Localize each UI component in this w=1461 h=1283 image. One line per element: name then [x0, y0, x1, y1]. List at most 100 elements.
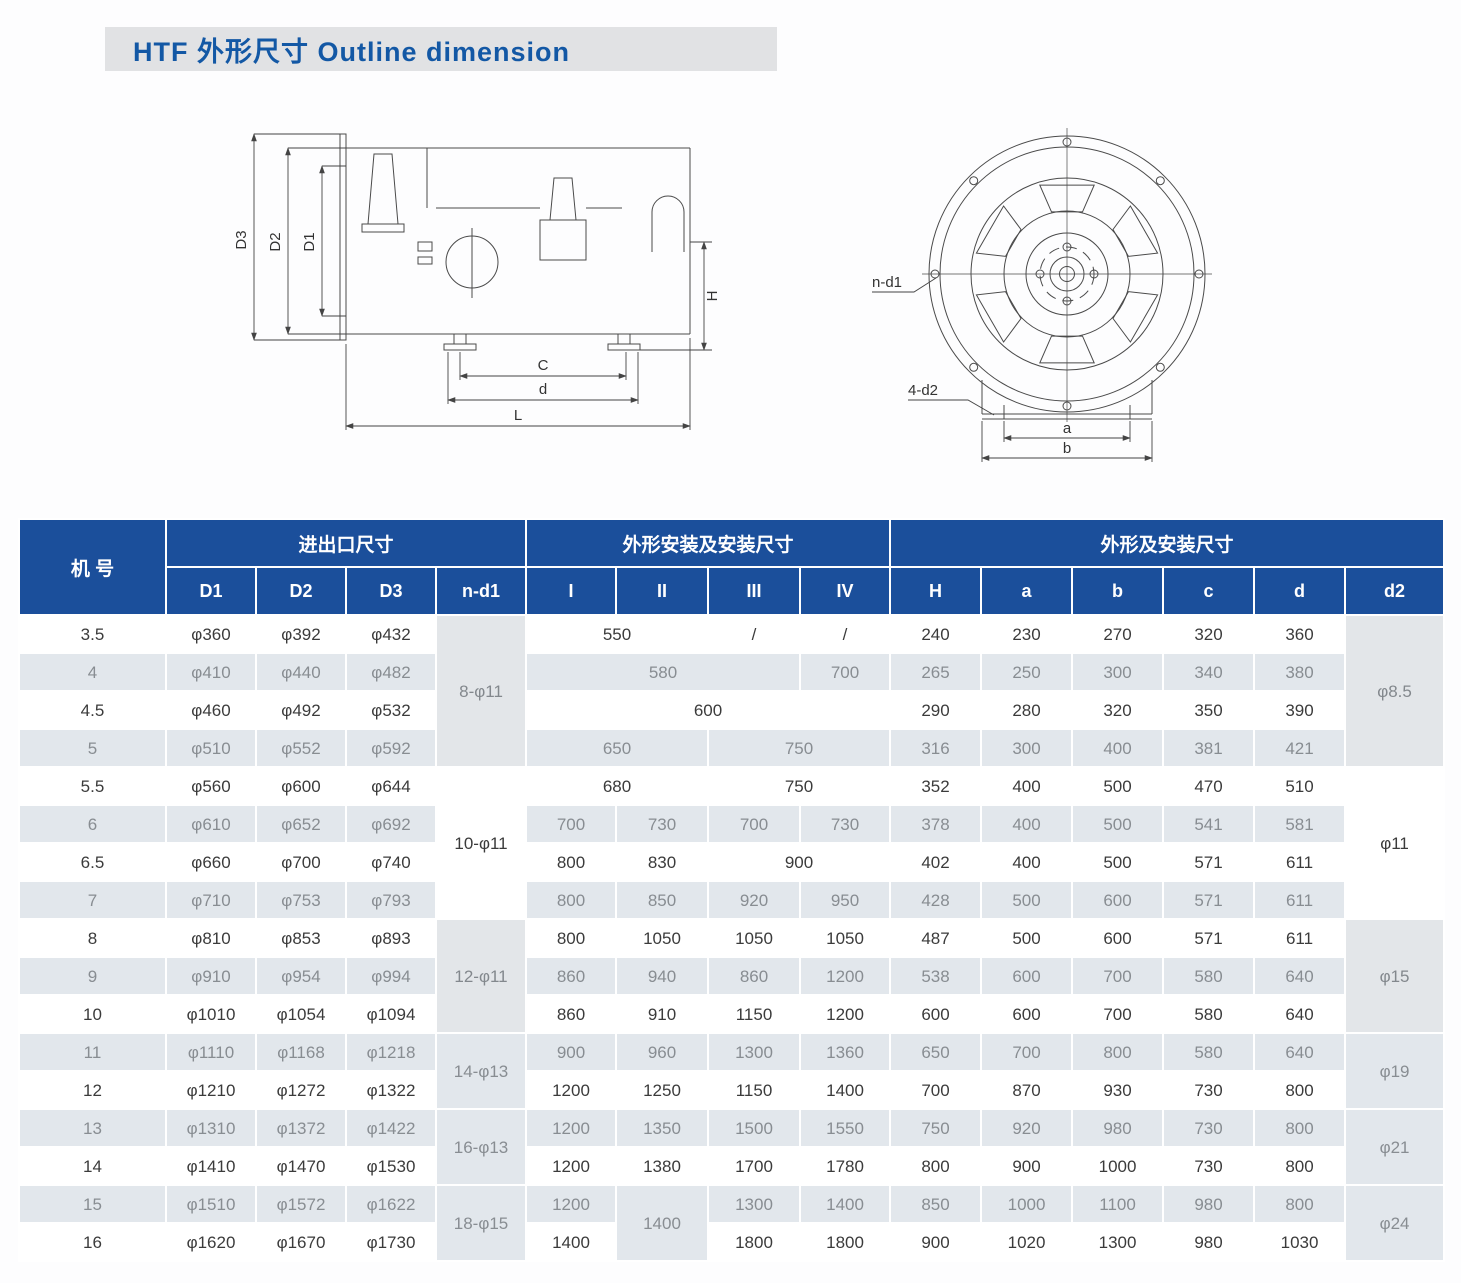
table-cell: φ360: [165, 614, 257, 654]
table-cell: 650: [525, 728, 710, 768]
table-row: 4.5 φ460 φ492 φ532 600 290 280 320 350 390: [18, 690, 1444, 730]
table-cell: φ652: [255, 804, 347, 844]
table-cell: 350: [1162, 690, 1256, 730]
table-cell: φ460: [165, 690, 257, 730]
drawings-area: D3 D2 D1 H C d L: [0, 100, 1461, 500]
table-cell: 900: [525, 1032, 618, 1072]
table-cell: 600: [525, 690, 892, 730]
table-cell: 580: [1162, 994, 1256, 1034]
table-cell: φ600: [255, 766, 347, 806]
table-cell: 500: [1071, 766, 1165, 806]
table-cell: 421: [1253, 728, 1347, 768]
table-cell: 1050: [707, 918, 802, 958]
table-cell: 390: [1253, 690, 1347, 730]
table-row: 11 φ1110 φ1168 φ1218 14-φ13 900 960 1300 1360 650…: [18, 1032, 1446, 1110]
table-cell: φ1054: [255, 994, 347, 1034]
table-cell: 1400: [615, 1184, 710, 1262]
table-row: 5 φ510 φ552 φ592 650 750 316 300 400 381 421: [18, 728, 1444, 768]
table-cell: 930: [1071, 1070, 1165, 1110]
table-cell: 541: [1162, 804, 1256, 844]
table-cell: 800: [1071, 1032, 1165, 1072]
table-cell: 11: [18, 1032, 167, 1072]
table-cell: φ24: [1344, 1184, 1446, 1262]
dim-label-D3: D3: [233, 230, 250, 249]
table-cell: 5: [18, 728, 167, 768]
table-cell: 500: [980, 880, 1074, 920]
table-cell: 8: [18, 918, 167, 958]
table-cell: 6.5: [18, 842, 167, 882]
table-cell: 900: [707, 842, 892, 882]
table-cell: 280: [980, 690, 1074, 730]
table-cell: φ1572: [255, 1184, 347, 1224]
table-cell: 860: [525, 994, 618, 1034]
col-header-H: H: [889, 566, 983, 616]
table-cell: φ660: [165, 842, 257, 882]
table-cell: φ692: [345, 804, 437, 844]
table-cell: 352: [889, 766, 983, 806]
table-cell: 900: [980, 1146, 1074, 1186]
table-cell: 15: [18, 1184, 167, 1224]
table-cell: 1200: [799, 956, 892, 996]
col-header-c: c: [1162, 566, 1256, 616]
table-cell: 611: [1253, 918, 1347, 958]
table-cell: 1300: [1071, 1222, 1165, 1262]
table-cell: 700: [525, 804, 618, 844]
table-cell: 910: [615, 994, 710, 1034]
table-cell: 581: [1253, 804, 1347, 844]
table-cell: 870: [980, 1070, 1074, 1110]
table-cell: 800: [1253, 1146, 1347, 1186]
table-cell: 1360: [799, 1032, 892, 1072]
table-row: 8 φ810 φ853 φ893 12-φ11 800 1050 1050 1050 487 500…: [18, 918, 1446, 1034]
table-cell: 7: [18, 880, 167, 920]
table-cell: 400: [980, 842, 1074, 882]
table-cell: 920: [707, 880, 802, 920]
table-cell: 860: [707, 956, 802, 996]
table-cell: 850: [889, 1184, 983, 1224]
table-cell: 400: [980, 766, 1074, 806]
table-cell: φ610: [165, 804, 257, 844]
table-cell: 1000: [980, 1184, 1074, 1224]
table-cell: 14-φ13: [434, 1032, 528, 1110]
table-cell: 1500: [707, 1108, 802, 1148]
col-header-IV: IV: [799, 566, 892, 616]
table-cell: φ1010: [165, 994, 257, 1034]
table-cell: φ560: [165, 766, 257, 806]
table-cell: 680: [525, 766, 710, 806]
col-group-inlet-outlet-dims: 进出口尺寸: [164, 518, 528, 568]
page-title: HTF 外形尺寸 Outline dimension: [133, 36, 570, 67]
table-row: 13 φ1310 φ1372 φ1422 16-φ13 1200 1350 1500 1550 7…: [18, 1108, 1446, 1186]
table-cell: 730: [615, 804, 710, 844]
table-cell: 1150: [707, 1070, 802, 1110]
table-cell: 500: [1071, 842, 1165, 882]
table-cell: 270: [1071, 614, 1165, 654]
table-cell: 1200: [525, 1070, 618, 1110]
table-cell: φ1210: [165, 1070, 257, 1110]
table-cell: 700: [980, 1032, 1074, 1072]
table-cell: φ893: [345, 918, 437, 958]
table-cell: 381: [1162, 728, 1256, 768]
table-cell: φ1470: [255, 1146, 347, 1186]
table-row: 12 φ1210 φ1272 φ1322 1200 1250 1150 1400 700 870 9…: [18, 1070, 1444, 1110]
table-cell: φ510: [165, 728, 257, 768]
table-cell: 12: [18, 1070, 167, 1110]
table-cell: 402: [889, 842, 983, 882]
dim-label-b: b: [1063, 440, 1071, 457]
table-row: 6.5 φ660 φ700 φ740 800 830 900 402 400 500 571 611: [18, 842, 1444, 882]
table-cell: φ700: [255, 842, 347, 882]
table-cell: 980: [1162, 1222, 1256, 1262]
table-cell: 6: [18, 804, 167, 844]
table-cell: 400: [980, 804, 1074, 844]
table-cell: φ392: [255, 614, 347, 654]
table-cell: 800: [525, 842, 618, 882]
table-cell: 640: [1253, 956, 1347, 996]
table-cell: 18-φ15: [434, 1184, 528, 1262]
col-header-D3: D3: [345, 566, 437, 616]
table-cell: 580: [1162, 956, 1256, 996]
table-cell: φ8.5: [1344, 614, 1446, 768]
col-header-I: I: [525, 566, 618, 616]
table-cell: φ810: [165, 918, 257, 958]
dim-label-D1: D1: [301, 232, 318, 251]
table-cell: 1800: [707, 1222, 802, 1262]
col-header-d2: d2: [1344, 566, 1446, 616]
table-cell: 1400: [799, 1184, 892, 1224]
